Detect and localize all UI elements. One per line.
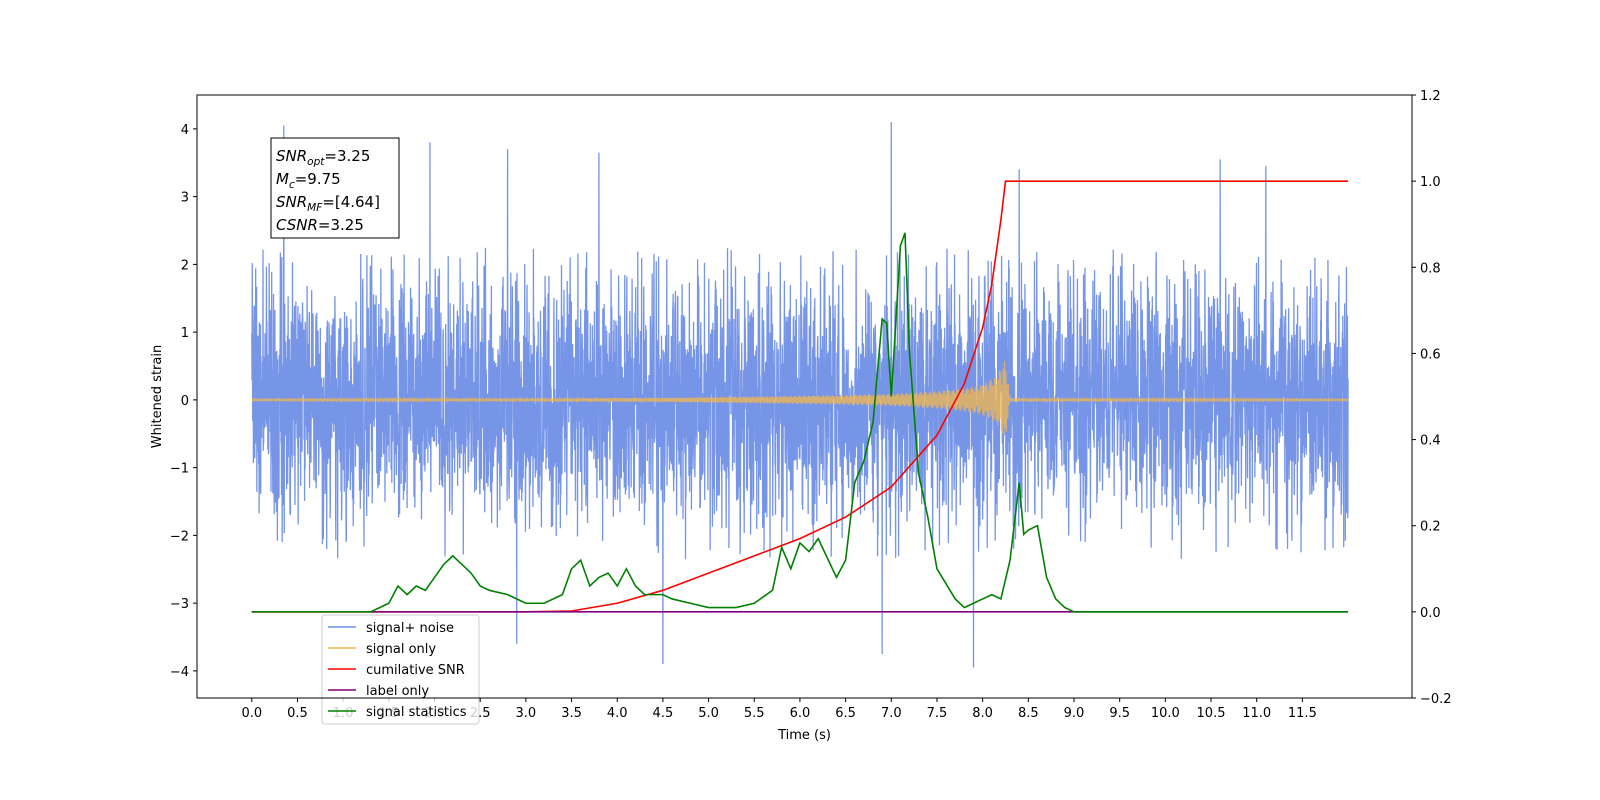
y2-tick-label: 0.6 <box>1420 347 1441 362</box>
y-axis-left: −4 −3 −2 −1 0 1 2 3 4 <box>170 123 197 680</box>
y2-tick-label: 0.2 <box>1420 520 1441 535</box>
x-tick-label: 10.0 <box>1151 706 1180 721</box>
series-signal-only-line <box>251 361 1349 434</box>
axes-frame <box>196 94 1413 699</box>
y-tick-label: 2 <box>181 258 189 273</box>
x-tick-label: 9.5 <box>1109 706 1130 721</box>
x-tick-label: 0.5 <box>287 706 308 721</box>
series-signal-statistics-line <box>251 232 1349 613</box>
x-tick-label: 4.5 <box>653 706 674 721</box>
y2-tick-label: 1.0 <box>1420 175 1441 190</box>
y-tick-label: −4 <box>170 665 189 680</box>
x-tick-label: 7.0 <box>881 706 902 721</box>
y2-tick-label: 0.4 <box>1420 434 1441 449</box>
legend-entry-label: signal statistics <box>366 705 467 720</box>
x-tick-label: 3.0 <box>516 706 537 721</box>
y-tick-label: 3 <box>181 191 189 206</box>
annotation-box <box>270 137 400 239</box>
annotation-line: Mc=9.75 <box>276 170 341 191</box>
x-tick-label: 10.5 <box>1197 706 1226 721</box>
x-axis-label: Time (s) <box>777 728 831 743</box>
legend-box <box>321 614 480 725</box>
y2-tick-label: −0.2 <box>1420 692 1452 707</box>
plot-area <box>251 122 1349 668</box>
series-signal-noise-line <box>251 122 1349 668</box>
y-tick-label: −3 <box>170 597 189 612</box>
x-tick-label: 7.5 <box>927 706 948 721</box>
legend-entry-label: label only <box>366 684 429 699</box>
y-axis-label: Whitened strain <box>150 345 165 448</box>
legend-entry-label: signal+ noise <box>366 621 454 636</box>
y2-tick-label: 0.0 <box>1420 606 1441 621</box>
x-tick-label: 11.0 <box>1242 706 1271 721</box>
annotation-line: CSNR=3.25 <box>276 216 364 234</box>
legend-entry-label: signal only <box>366 642 436 657</box>
x-tick-label: 5.5 <box>744 706 765 721</box>
legend-entry-label: cumilative SNR <box>366 663 465 678</box>
x-tick-label: 5.0 <box>698 706 719 721</box>
y-tick-label: −2 <box>170 529 189 544</box>
legend: signal+ noise signal only cumilative SNR la… <box>321 614 480 725</box>
y2-tick-label: 0.8 <box>1420 261 1441 276</box>
x-tick-label: 9.0 <box>1064 706 1085 721</box>
y-tick-label: −1 <box>170 462 189 477</box>
x-tick-label: 6.0 <box>790 706 811 721</box>
x-tick-label: 8.5 <box>1018 706 1039 721</box>
annotation-line: SNRMF=[4.64] <box>276 193 380 214</box>
y2-tick-label: 1.2 <box>1420 89 1441 104</box>
y-tick-label: 1 <box>181 326 189 341</box>
y-axis-right: −0.2 0.0 0.2 0.4 0.6 0.8 1.0 1.2 <box>1412 89 1452 707</box>
x-tick-label: 8.0 <box>972 706 993 721</box>
annotation-line: SNRopt=3.25 <box>276 147 370 168</box>
y-tick-label: 0 <box>181 394 189 409</box>
x-tick-label: 11.5 <box>1288 706 1317 721</box>
x-tick-label: 6.5 <box>835 706 856 721</box>
y-tick-label: 4 <box>181 123 189 138</box>
x-tick-label: 0.0 <box>241 706 262 721</box>
x-tick-label: 4.0 <box>607 706 628 721</box>
x-tick-label: 3.5 <box>561 706 582 721</box>
series-cumilative-snr-line <box>251 180 1349 613</box>
